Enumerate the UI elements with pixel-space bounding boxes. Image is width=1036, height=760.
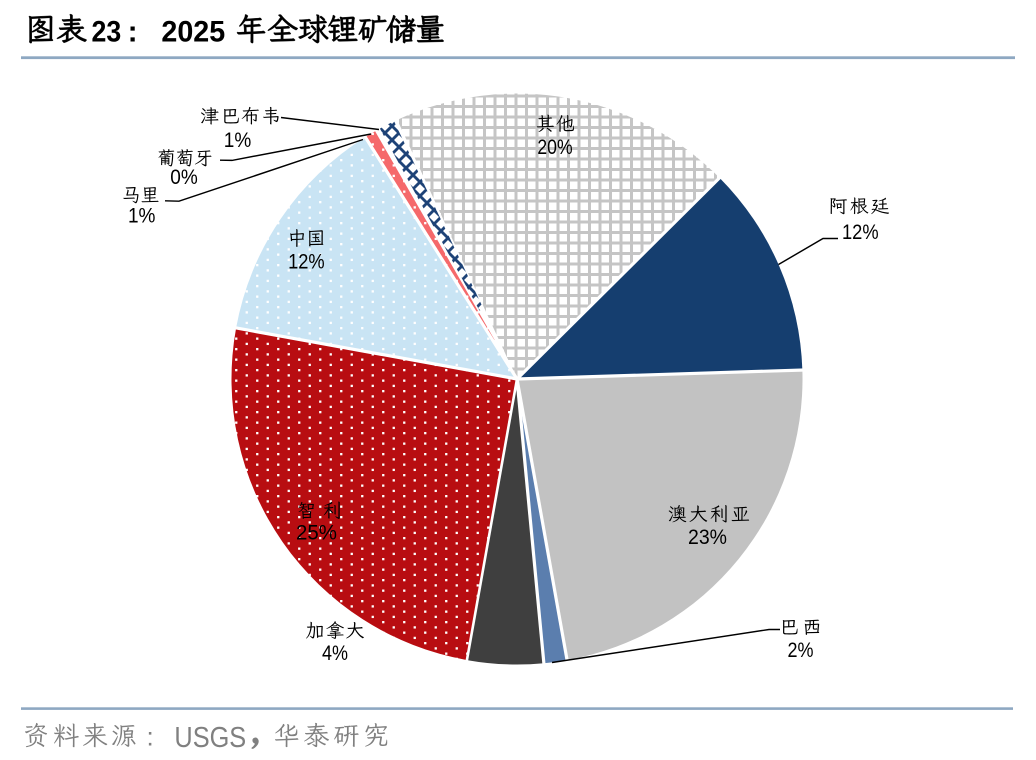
svg-text:12%: 12% <box>842 221 879 244</box>
svg-text:USGS: USGS <box>174 722 246 754</box>
svg-text:2025: 2025 <box>161 15 225 48</box>
svg-text:20%: 20% <box>537 136 572 159</box>
svg-text:1%: 1% <box>224 129 252 152</box>
svg-text:23: 23 <box>92 15 122 48</box>
svg-text:2%: 2% <box>788 639 814 662</box>
svg-text:25%: 25% <box>296 521 337 544</box>
svg-text:12%: 12% <box>288 251 325 274</box>
svg-text:23%: 23% <box>688 526 727 549</box>
svg-text:4%: 4% <box>322 642 348 665</box>
svg-text:1%: 1% <box>128 205 156 228</box>
svg-text::: : <box>147 722 154 752</box>
svg-text::: : <box>128 16 138 49</box>
svg-text:0%: 0% <box>170 166 198 189</box>
